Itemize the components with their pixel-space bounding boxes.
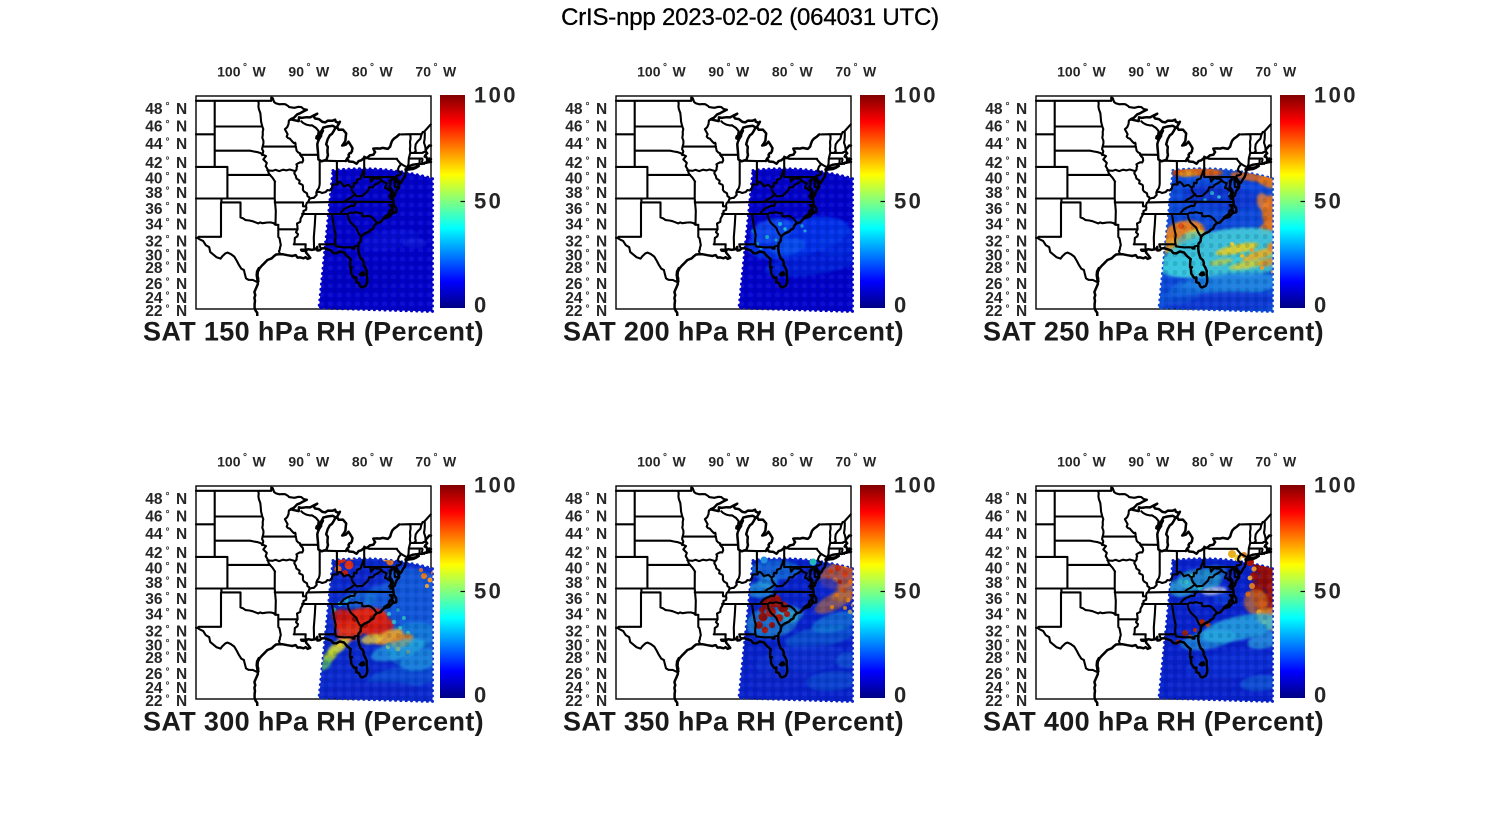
- svg-text:SAT 150 hPa RH (Percent): SAT 150 hPa RH (Percent): [143, 317, 484, 347]
- svg-text:CrIS-npp 2023-02-02 (064031 UT: CrIS-npp 2023-02-02 (064031 UTC): [561, 4, 939, 31]
- svg-text:SAT 350 hPa RH (Percent): SAT 350 hPa RH (Percent): [563, 707, 904, 737]
- svg-text:SAT 400 hPa RH (Percent): SAT 400 hPa RH (Percent): [983, 707, 1324, 737]
- svg-text:SAT 300 hPa RH (Percent): SAT 300 hPa RH (Percent): [143, 707, 484, 737]
- svg-text:SAT 250 hPa RH (Percent): SAT 250 hPa RH (Percent): [983, 317, 1324, 347]
- svg-text:SAT 200 hPa RH (Percent): SAT 200 hPa RH (Percent): [563, 317, 904, 347]
